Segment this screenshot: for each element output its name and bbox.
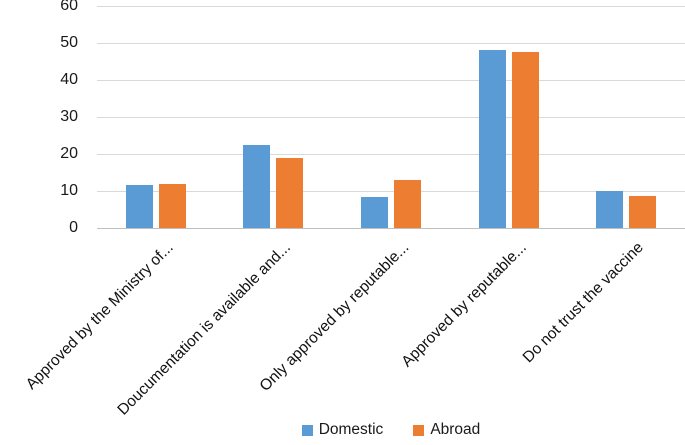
legend-swatch-abroad	[413, 424, 425, 436]
gridline	[97, 6, 685, 7]
y-axis-tick-label: 50	[60, 34, 78, 51]
legend-item-domestic: Domestic	[301, 421, 384, 439]
y-axis-tick-label: 60	[60, 0, 78, 14]
gridline	[97, 154, 685, 155]
bar-abroad-3	[394, 179, 421, 228]
x-axis-category-label: Do not trust the vaccine	[520, 239, 648, 367]
gridline	[97, 43, 685, 44]
bar-domestic-1	[125, 185, 153, 228]
y-axis-tick-label: 40	[60, 71, 78, 88]
y-axis-tick-label: 30	[60, 108, 78, 125]
gridline	[97, 80, 685, 81]
x-axis-category-label: Approved by reputable...	[398, 239, 530, 371]
bar-abroad-2	[276, 157, 304, 228]
legend-label: Domestic	[318, 421, 384, 438]
legend-swatch-domestic	[301, 424, 313, 436]
gridline	[97, 117, 685, 118]
bar-domestic-5	[596, 191, 624, 228]
x-axis-line	[97, 228, 685, 229]
y-axis-tick-label: 20	[60, 145, 78, 162]
bar-domestic-2	[243, 144, 271, 228]
bar-abroad-5	[629, 195, 657, 228]
bar-domestic-3	[361, 197, 388, 228]
bar-domestic-4	[478, 50, 506, 228]
legend: Domestic Abroad	[97, 421, 685, 439]
bar-abroad-4	[511, 51, 539, 228]
legend-item-abroad: Abroad	[413, 421, 480, 439]
y-axis-tick-label: 10	[60, 182, 78, 199]
legend-label: Abroad	[430, 421, 481, 438]
y-axis-tick-label: 0	[69, 219, 78, 236]
bar-abroad-1	[158, 183, 186, 228]
